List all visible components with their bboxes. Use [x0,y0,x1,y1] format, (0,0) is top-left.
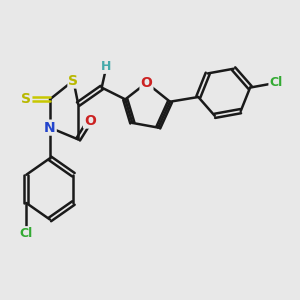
Text: N: N [44,121,56,135]
Text: H: H [101,60,112,73]
Text: S: S [21,92,31,106]
Text: S: S [68,74,78,88]
Text: O: O [84,114,96,128]
Text: Cl: Cl [269,76,283,89]
Text: Cl: Cl [20,227,33,240]
Text: O: O [140,76,152,90]
